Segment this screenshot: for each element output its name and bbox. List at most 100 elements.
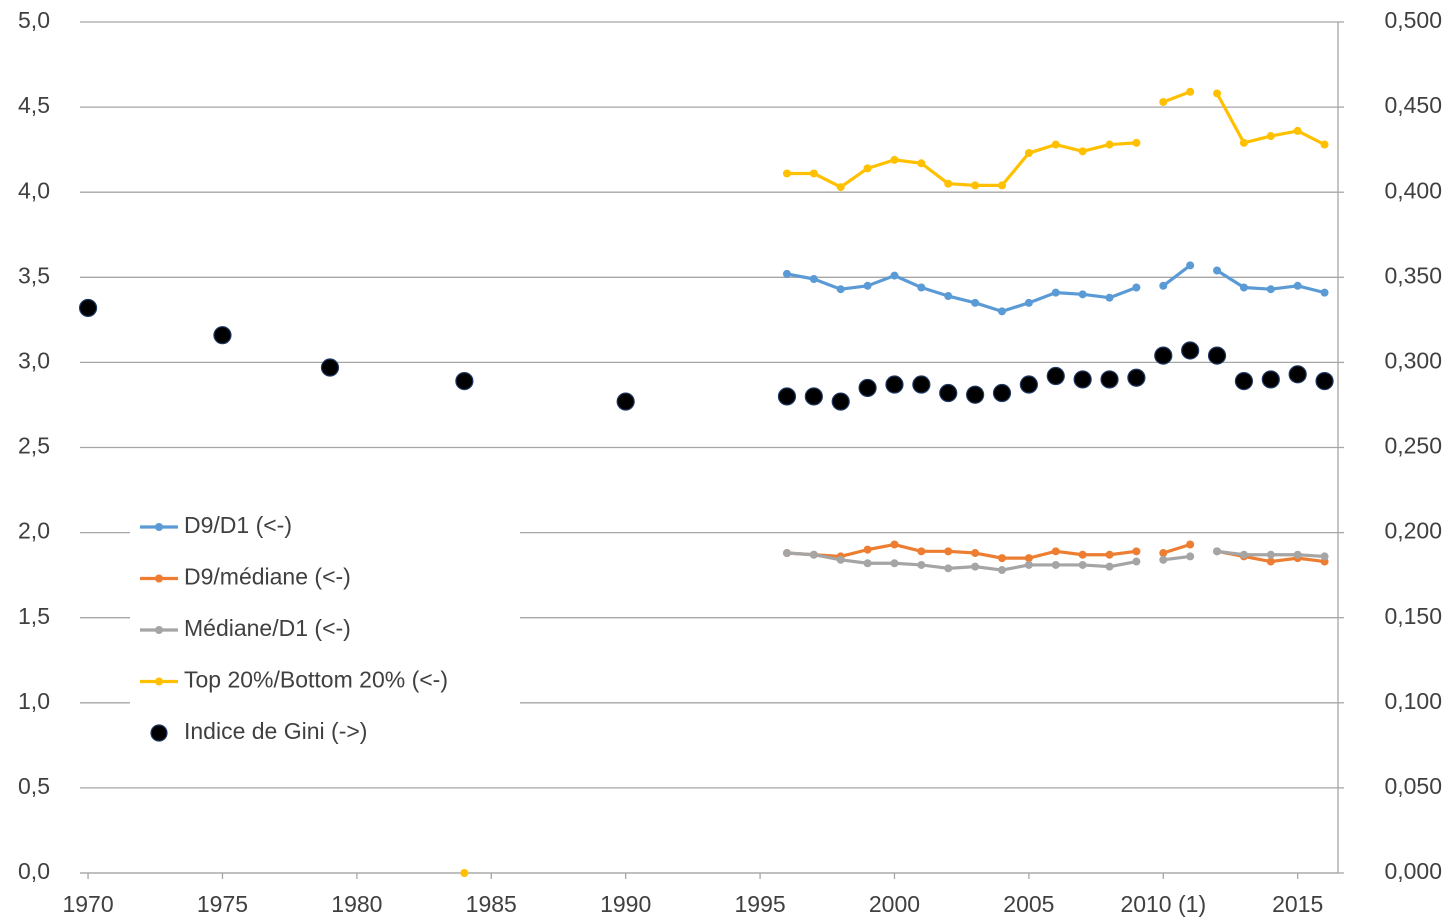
scatter-point	[1127, 368, 1146, 387]
line-marker	[1051, 560, 1060, 569]
line-marker	[1105, 293, 1114, 302]
line-marker	[1186, 87, 1195, 96]
y2-tick-label: 0,150	[1384, 603, 1442, 629]
line-marker	[1213, 547, 1222, 556]
line-marker	[917, 560, 926, 569]
line-marker	[863, 281, 872, 290]
line-marker	[944, 179, 953, 188]
line-marker	[1213, 89, 1222, 98]
y-tick-label: 3,0	[18, 347, 50, 373]
y-tick-label: 2,0	[18, 518, 50, 544]
line-marker	[836, 285, 845, 294]
legend-marker	[155, 523, 163, 531]
scatter-point	[1315, 372, 1334, 391]
line-marker	[1024, 560, 1033, 569]
line-marker	[782, 549, 791, 558]
scatter-point	[939, 383, 958, 403]
line-marker	[917, 159, 926, 168]
line-marker	[944, 292, 953, 301]
line-marker	[809, 169, 818, 178]
line-marker	[1186, 261, 1195, 270]
legend-box	[130, 505, 520, 760]
scatter-point	[1207, 346, 1227, 365]
line-marker	[1293, 281, 1302, 290]
scatter-point	[1073, 370, 1092, 389]
scatter-point	[858, 378, 877, 398]
line-marker	[1293, 550, 1302, 559]
scatter-point	[1261, 370, 1280, 389]
scatter-point	[992, 383, 1012, 403]
y2-tick-label: 0,400	[1384, 177, 1442, 203]
line-marker	[971, 549, 980, 558]
line-marker	[917, 283, 926, 292]
legend-label: Indice de Gini (->)	[184, 718, 367, 744]
line-marker	[1051, 140, 1060, 149]
y-tick-label: 4,0	[18, 177, 50, 203]
line-marker	[1024, 149, 1033, 158]
legend-marker	[150, 724, 168, 742]
line-marker	[1024, 298, 1033, 307]
y-tick-label: 4,5	[18, 92, 50, 118]
legend-label: D9/médiane (<-)	[184, 564, 351, 590]
x-tick-label: 1990	[600, 891, 651, 917]
line-marker	[1132, 283, 1141, 292]
y2-tick-label: 0,450	[1384, 92, 1442, 118]
line-marker	[1078, 147, 1087, 156]
legend-marker	[155, 677, 163, 686]
legend-marker	[155, 626, 163, 634]
line-marker	[1078, 290, 1087, 299]
line-marker	[1132, 547, 1141, 556]
x-tick-label: 1995	[734, 891, 785, 917]
scatter-point	[213, 326, 232, 345]
y-tick-label: 1,5	[18, 603, 50, 629]
y-tick-label: 1,0	[18, 688, 50, 714]
line-marker	[1132, 138, 1141, 147]
line-marker	[1266, 132, 1275, 141]
legend: D9/D1 (<-) D9/médiane (<-) Médiane/D1 (<-)…	[130, 505, 520, 760]
line-marker	[863, 164, 872, 173]
line-marker	[1239, 550, 1248, 559]
scatter-point	[1234, 372, 1254, 391]
y-tick-label: 2,5	[18, 433, 50, 459]
scatter-point	[1046, 366, 1065, 386]
line-marker	[1320, 140, 1329, 149]
scatter-point	[1181, 341, 1200, 360]
line-marker	[1024, 554, 1033, 563]
line-marker	[944, 564, 953, 573]
line-marker	[1213, 266, 1222, 275]
x-tick-label: 2000	[869, 891, 920, 917]
scatter-point	[1154, 346, 1173, 365]
line-marker	[1132, 557, 1141, 566]
line-marker	[1105, 562, 1114, 571]
x-tick-label: 2005	[1003, 891, 1054, 917]
line-marker	[971, 298, 980, 307]
y2-tick-label: 0,350	[1384, 262, 1442, 288]
x-tick-label: 1970	[62, 891, 113, 917]
y-tick-label: 0,5	[18, 773, 50, 799]
line-marker	[890, 271, 899, 280]
line-marker	[1186, 552, 1195, 561]
x-tick-label: 1985	[466, 891, 517, 917]
line-marker	[1320, 288, 1329, 297]
y-tick-label: 0,0	[18, 858, 50, 884]
line-marker	[1266, 550, 1275, 559]
line-marker	[890, 540, 899, 549]
line-marker	[1105, 550, 1114, 559]
scatter-point	[320, 358, 340, 377]
scatter-point	[78, 298, 98, 318]
line-marker	[836, 183, 845, 192]
scatter-point	[1100, 370, 1119, 389]
line-marker	[1293, 126, 1302, 135]
y2-tick-label: 0,500	[1384, 7, 1442, 33]
line-marker	[890, 559, 899, 568]
legend-label: Médiane/D1 (<-)	[184, 615, 351, 641]
legend-label: Top 20%/Bottom 20% (<-)	[184, 667, 448, 693]
line-marker	[890, 155, 899, 164]
y2-tick-label: 0,250	[1384, 433, 1442, 459]
y2-tick-label: 0,000	[1384, 858, 1442, 884]
line-marker	[1239, 138, 1248, 147]
y-tick-label: 3,5	[18, 262, 50, 288]
scatter-point	[1019, 375, 1038, 394]
